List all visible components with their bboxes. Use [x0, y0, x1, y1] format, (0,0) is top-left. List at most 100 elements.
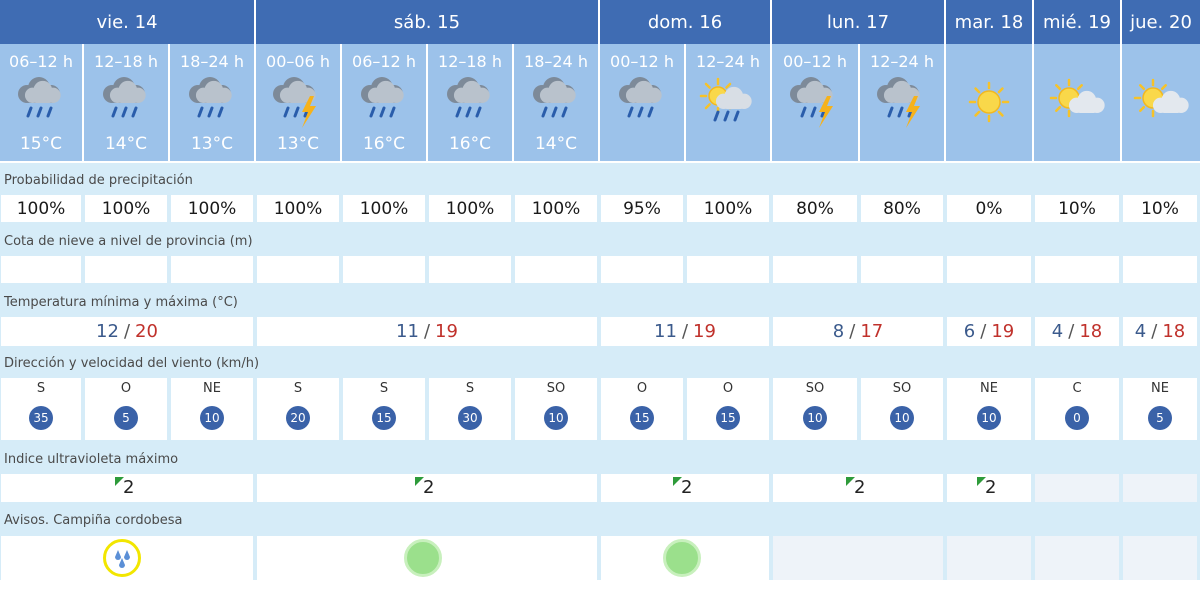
precip-value: 95%: [601, 195, 683, 222]
temp-max: 19: [435, 321, 458, 342]
wind-direction: O: [120, 381, 132, 396]
warning-cell: [1035, 536, 1119, 580]
warning-cell: [601, 536, 769, 580]
period-label: 18–24 h: [180, 52, 244, 71]
temp-min: 4: [1134, 321, 1147, 342]
wind-speed-badge: 5: [114, 406, 138, 430]
uv-cell: 2: [947, 474, 1031, 502]
wind-speed: 5: [1156, 411, 1164, 425]
wind-direction: O: [636, 381, 648, 396]
sun-icon: [957, 74, 1021, 130]
wind-direction: NE: [1151, 381, 1169, 396]
wind-direction: SO: [805, 381, 825, 396]
temp-separator: /: [1068, 321, 1075, 342]
day-label: vie. 14: [96, 11, 158, 33]
snow-value: [947, 256, 1031, 283]
period-temp: 14°C: [534, 134, 577, 154]
warning-cell: [947, 536, 1031, 580]
storm-icon: [783, 74, 847, 130]
period-cell: 18–24 h 14°C: [514, 44, 600, 161]
warnings-label: Avisos. Campiña cordobesa: [4, 513, 183, 528]
day-header-thu-20: jue. 20: [1122, 0, 1200, 44]
wind-direction: NE: [980, 381, 998, 396]
period-cell: [1122, 44, 1200, 161]
precip-value: 100%: [429, 195, 511, 222]
precip-gap: [0, 222, 1200, 226]
precip-value: 80%: [773, 195, 857, 222]
warning-level-yellow[interactable]: [103, 539, 141, 577]
day-header-wed-19: mié. 19: [1034, 0, 1122, 44]
wind-speed-badge: 10: [890, 406, 914, 430]
wind-cell: S 35: [1, 378, 81, 440]
warning-level-green[interactable]: [663, 539, 701, 577]
precip-value: 100%: [1, 195, 81, 222]
temp-min: 8: [832, 321, 845, 342]
period-cell: 00–12 h: [600, 44, 686, 161]
temp-separator: /: [123, 321, 131, 342]
uv-value: 2: [423, 477, 435, 498]
wind-cell: S 20: [257, 378, 339, 440]
warning-level-green[interactable]: [404, 539, 442, 577]
period-cell: [946, 44, 1034, 161]
wind-speed: 5: [122, 411, 130, 425]
sun-cloud-rain-icon: [696, 74, 760, 130]
rain-icon: [524, 74, 588, 130]
day-label: mié. 19: [1043, 11, 1111, 33]
period-label: 00–12 h: [783, 52, 847, 71]
temp-max: 20: [135, 321, 158, 342]
temp-minmax: 4/18: [1035, 317, 1119, 346]
temp-max: 17: [860, 321, 884, 342]
snow-value: [171, 256, 253, 283]
period-cell: 12–18 h 14°C: [84, 44, 170, 161]
snow-value: [1, 256, 81, 283]
uv-value: 2: [681, 477, 693, 498]
wind-speed: 0: [1073, 411, 1081, 425]
period-label: 06–12 h: [352, 52, 416, 71]
temp-minmax: 11/19: [601, 317, 769, 346]
temp-separator: /: [849, 321, 856, 342]
precip-label: Probabilidad de precipitación: [4, 173, 193, 188]
precip-band: Probabilidad de precipitación: [0, 163, 1200, 195]
temp-min: 12: [96, 321, 119, 342]
rain-icon: [9, 74, 73, 130]
temp-minmax: 8/17: [773, 317, 943, 346]
wind-cell: SO 10: [861, 378, 943, 440]
wind-speed: 15: [720, 411, 736, 425]
warning-cell: [773, 536, 943, 580]
wind-speed: 10: [894, 411, 910, 425]
period-label: 12–18 h: [438, 52, 502, 71]
rain-icon: [610, 74, 674, 130]
snow-value: [773, 256, 857, 283]
period-temp: 16°C: [362, 134, 405, 154]
wind-speed: 30: [462, 411, 478, 425]
precip-value: 10%: [1123, 195, 1197, 222]
wind-label: Dirección y velocidad del viento (km/h): [4, 356, 260, 371]
wind-speed-badge: 20: [286, 406, 310, 430]
period-cell: 12–24 h: [860, 44, 946, 161]
precip-value: 80%: [861, 195, 943, 222]
temp-separator: /: [423, 321, 431, 342]
wind-speed-badge: 10: [977, 406, 1001, 430]
period-label: 00–06 h: [266, 52, 330, 71]
wind-speed: 10: [981, 411, 997, 425]
temp-minmax: 4/18: [1123, 317, 1197, 346]
snow-value: [601, 256, 683, 283]
temp-max: 19: [693, 321, 716, 342]
day-header-sun-16: dom. 16: [600, 0, 772, 44]
wind-cell: S 30: [429, 378, 511, 440]
period-temp: 15°C: [19, 134, 62, 154]
warnings-band: Avisos. Campiña cordobesa: [0, 502, 1200, 536]
uv-level-marker: [977, 477, 986, 486]
day-header-sat-15: sáb. 15: [256, 0, 600, 44]
uv-level-marker: [673, 477, 682, 486]
snow-value: [257, 256, 339, 283]
period-label: 18–24 h: [524, 52, 588, 71]
wind-direction: S: [36, 381, 46, 396]
warning-cell: [1, 536, 253, 580]
precip-value: 100%: [257, 195, 339, 222]
wind-direction: O: [722, 381, 734, 396]
wind-speed: 15: [634, 411, 650, 425]
wind-cell: NE 10: [947, 378, 1031, 440]
wind-speed-badge: 15: [630, 406, 654, 430]
snow-value: [1123, 256, 1197, 283]
